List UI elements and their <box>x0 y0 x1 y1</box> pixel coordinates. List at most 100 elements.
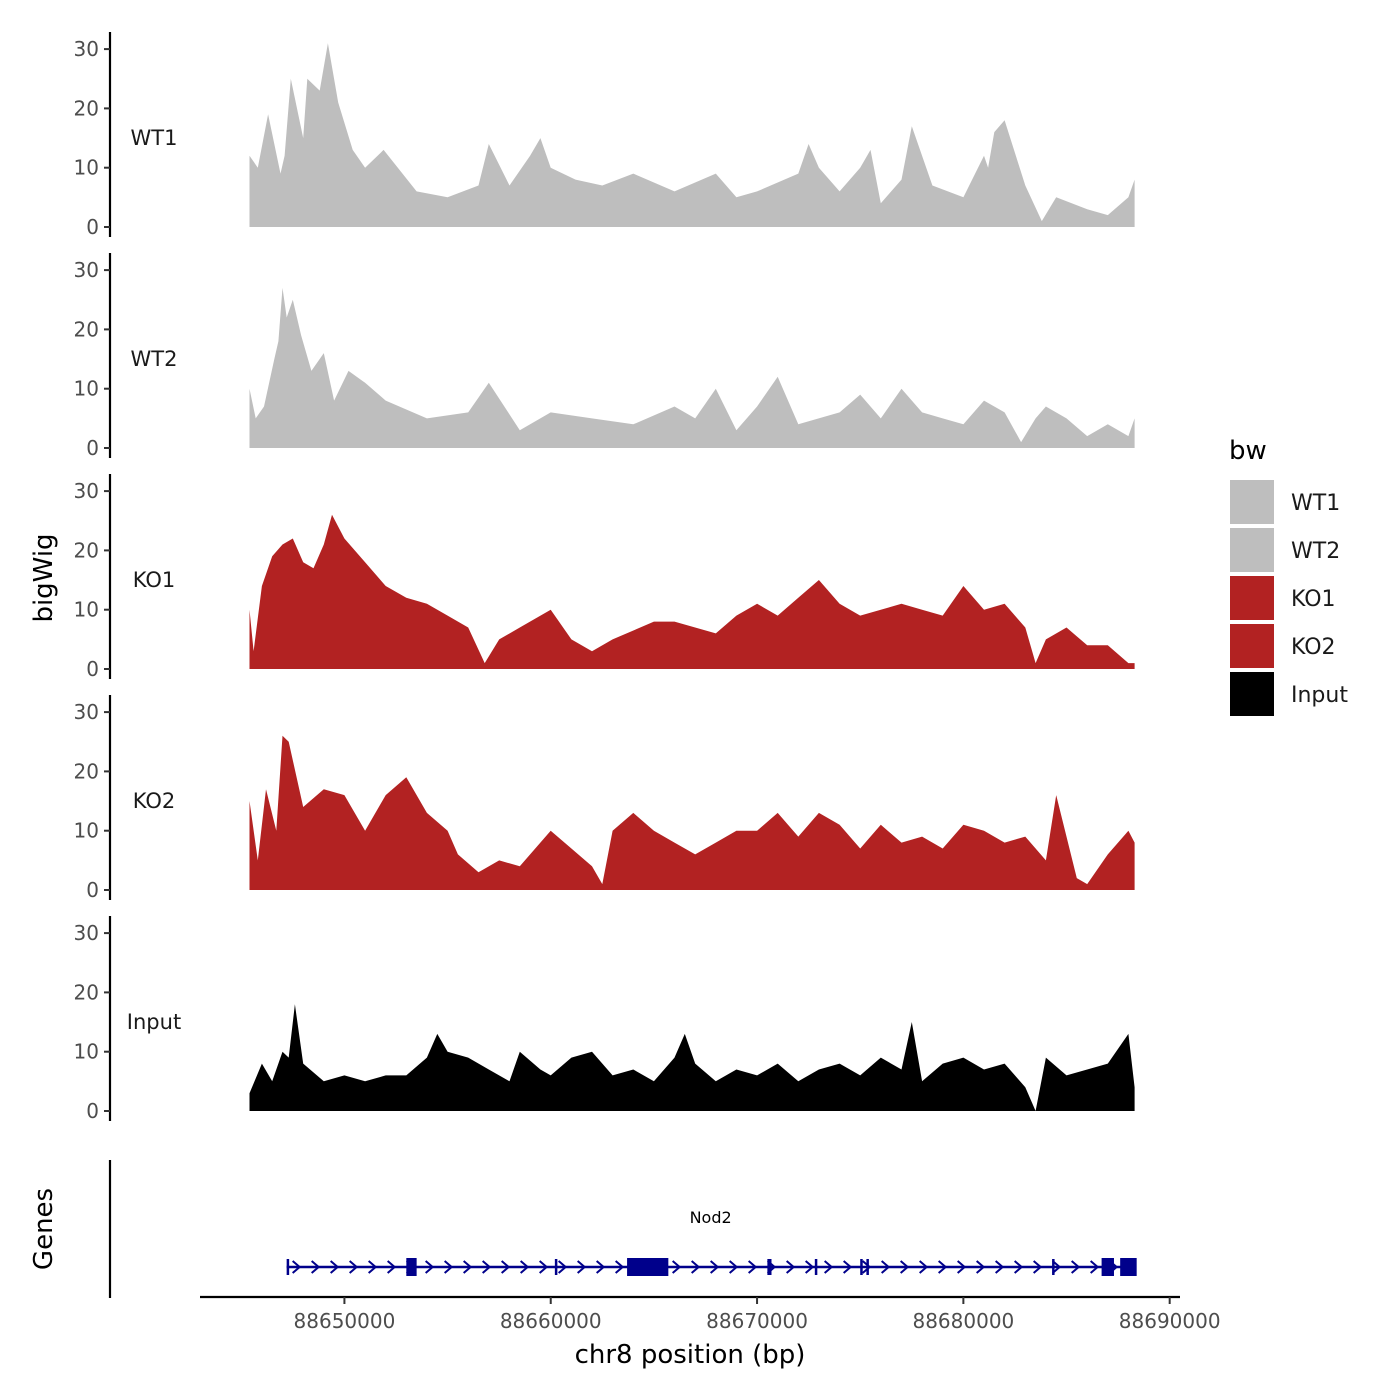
y-tick-label: 20 <box>74 317 99 341</box>
strand-arrow <box>691 1260 701 1274</box>
legend-item-ko1: KO1 <box>1230 576 1336 620</box>
y-tick-label: 10 <box>74 598 99 622</box>
y-tick-label: 0 <box>86 436 99 460</box>
y-tick-label: 0 <box>86 215 99 239</box>
strand-arrow <box>1070 1260 1081 1274</box>
y-tick-label: 0 <box>86 878 99 902</box>
legend-item-ko2: KO2 <box>1230 624 1336 668</box>
gene-exon <box>860 1259 863 1275</box>
y-tick-label: 20 <box>74 96 99 120</box>
strand-arrow <box>862 1260 872 1274</box>
gene-exon <box>866 1259 869 1275</box>
legend-item-wt2: WT2 <box>1230 528 1340 572</box>
gene-label: Nod2 <box>690 1208 732 1227</box>
strand-arrow <box>976 1260 986 1274</box>
legend-swatch <box>1230 480 1274 524</box>
gene-exon <box>1052 1259 1055 1275</box>
legend-label: WT2 <box>1291 539 1340 564</box>
x-tick-label: 88690000 <box>1119 1309 1221 1333</box>
strand-arrow <box>957 1260 967 1274</box>
strand-arrow <box>330 1260 340 1274</box>
legend-label: WT1 <box>1291 491 1340 516</box>
strand-arrow <box>615 1260 625 1274</box>
legend-item-input: Input <box>1230 672 1348 716</box>
y-tick-label: 20 <box>74 759 99 783</box>
strand-arrow <box>311 1260 321 1274</box>
strand-arrow <box>786 1260 796 1274</box>
y-axis-title: bigWig <box>29 533 59 622</box>
track-label: WT1 <box>131 126 178 150</box>
gene-exon <box>627 1258 669 1276</box>
strand-arrow <box>425 1260 435 1274</box>
strand-arrow <box>881 1260 891 1274</box>
y-tick-label: 20 <box>74 538 99 562</box>
coverage-area-wt1 <box>249 43 1135 228</box>
strand-arrow <box>482 1260 492 1274</box>
strand-arrow <box>1013 1260 1024 1274</box>
strand-arrow <box>710 1260 720 1274</box>
y-tick-label: 0 <box>86 1099 99 1123</box>
coverage-area-wt2 <box>249 287 1135 448</box>
x-tick-label: 88670000 <box>706 1309 808 1333</box>
gene-exon <box>814 1259 818 1275</box>
y-tick-label: 30 <box>74 258 99 282</box>
legend-title: bw <box>1229 436 1267 466</box>
gene-track-panel: Nod2 <box>108 1160 1137 1298</box>
strand-arrow <box>843 1260 853 1274</box>
strand-arrow <box>1051 1260 1062 1274</box>
track-label: KO2 <box>133 789 176 813</box>
track-label: WT2 <box>131 347 178 371</box>
y-tick-label: 10 <box>74 1040 99 1064</box>
track-wt1: 0 10 20 30 WT1 <box>74 32 1135 239</box>
gene-exon <box>1120 1258 1137 1276</box>
gene-nod2: Nod2 <box>286 1208 1137 1276</box>
strand-arrow <box>1089 1260 1100 1274</box>
y-tick-label: 30 <box>74 479 99 503</box>
strand-arrow <box>900 1260 910 1274</box>
y-tick-label: 20 <box>74 980 99 1004</box>
x-tick-label: 88650000 <box>294 1309 396 1333</box>
x-tick-label: 88660000 <box>500 1309 602 1333</box>
strand-arrow <box>995 1260 1005 1274</box>
strand-arrow <box>368 1260 378 1274</box>
strand-arrow <box>387 1260 397 1274</box>
y-tick-label: 10 <box>74 156 99 180</box>
strand-arrow <box>463 1260 473 1274</box>
coverage-area-input <box>249 1004 1135 1111</box>
y-tick-label: 0 <box>86 657 99 681</box>
strand-arrow <box>444 1260 454 1274</box>
y-tick-label: 10 <box>74 377 99 401</box>
legend-label: Input <box>1291 683 1348 708</box>
x-axis-title: chr8 position (bp) <box>575 1340 806 1370</box>
y-tick-label: 30 <box>74 700 99 724</box>
gene-exon <box>286 1259 290 1275</box>
gene-track-title: Genes <box>29 1188 59 1270</box>
coverage-area-ko1 <box>249 514 1135 669</box>
strand-arrow <box>501 1260 511 1274</box>
coverage-area-ko2 <box>249 735 1135 890</box>
track-wt2: 0 10 20 30 WT2 <box>74 253 1135 460</box>
x-tick-label: 88680000 <box>912 1309 1014 1333</box>
legend-item-wt1: WT1 <box>1230 480 1340 524</box>
strand-arrow <box>672 1260 682 1274</box>
track-label: KO1 <box>133 568 176 592</box>
strand-arrow <box>596 1260 606 1274</box>
strand-arrow <box>748 1260 758 1274</box>
legend-swatch <box>1230 576 1274 620</box>
legend-label: KO1 <box>1291 587 1336 612</box>
strand-arrow <box>577 1260 587 1274</box>
gene-exon <box>1101 1258 1114 1276</box>
track-ko1: 0 10 20 30 KO1 <box>74 474 1135 681</box>
legend-swatch <box>1230 672 1274 716</box>
track-ko2: 0 10 20 30 KO2 <box>74 695 1135 902</box>
strand-arrow <box>938 1260 948 1274</box>
legend-label: KO2 <box>1291 635 1336 660</box>
strand-arrow <box>349 1260 359 1274</box>
x-axis: 88650000 88660000 88670000 88680000 88690000 <box>200 1295 1221 1333</box>
strand-arrow <box>292 1260 302 1274</box>
strand-arrow <box>1032 1260 1043 1274</box>
legend-swatch <box>1230 528 1274 572</box>
strand-arrow <box>558 1260 568 1274</box>
gene-exon <box>554 1259 558 1275</box>
